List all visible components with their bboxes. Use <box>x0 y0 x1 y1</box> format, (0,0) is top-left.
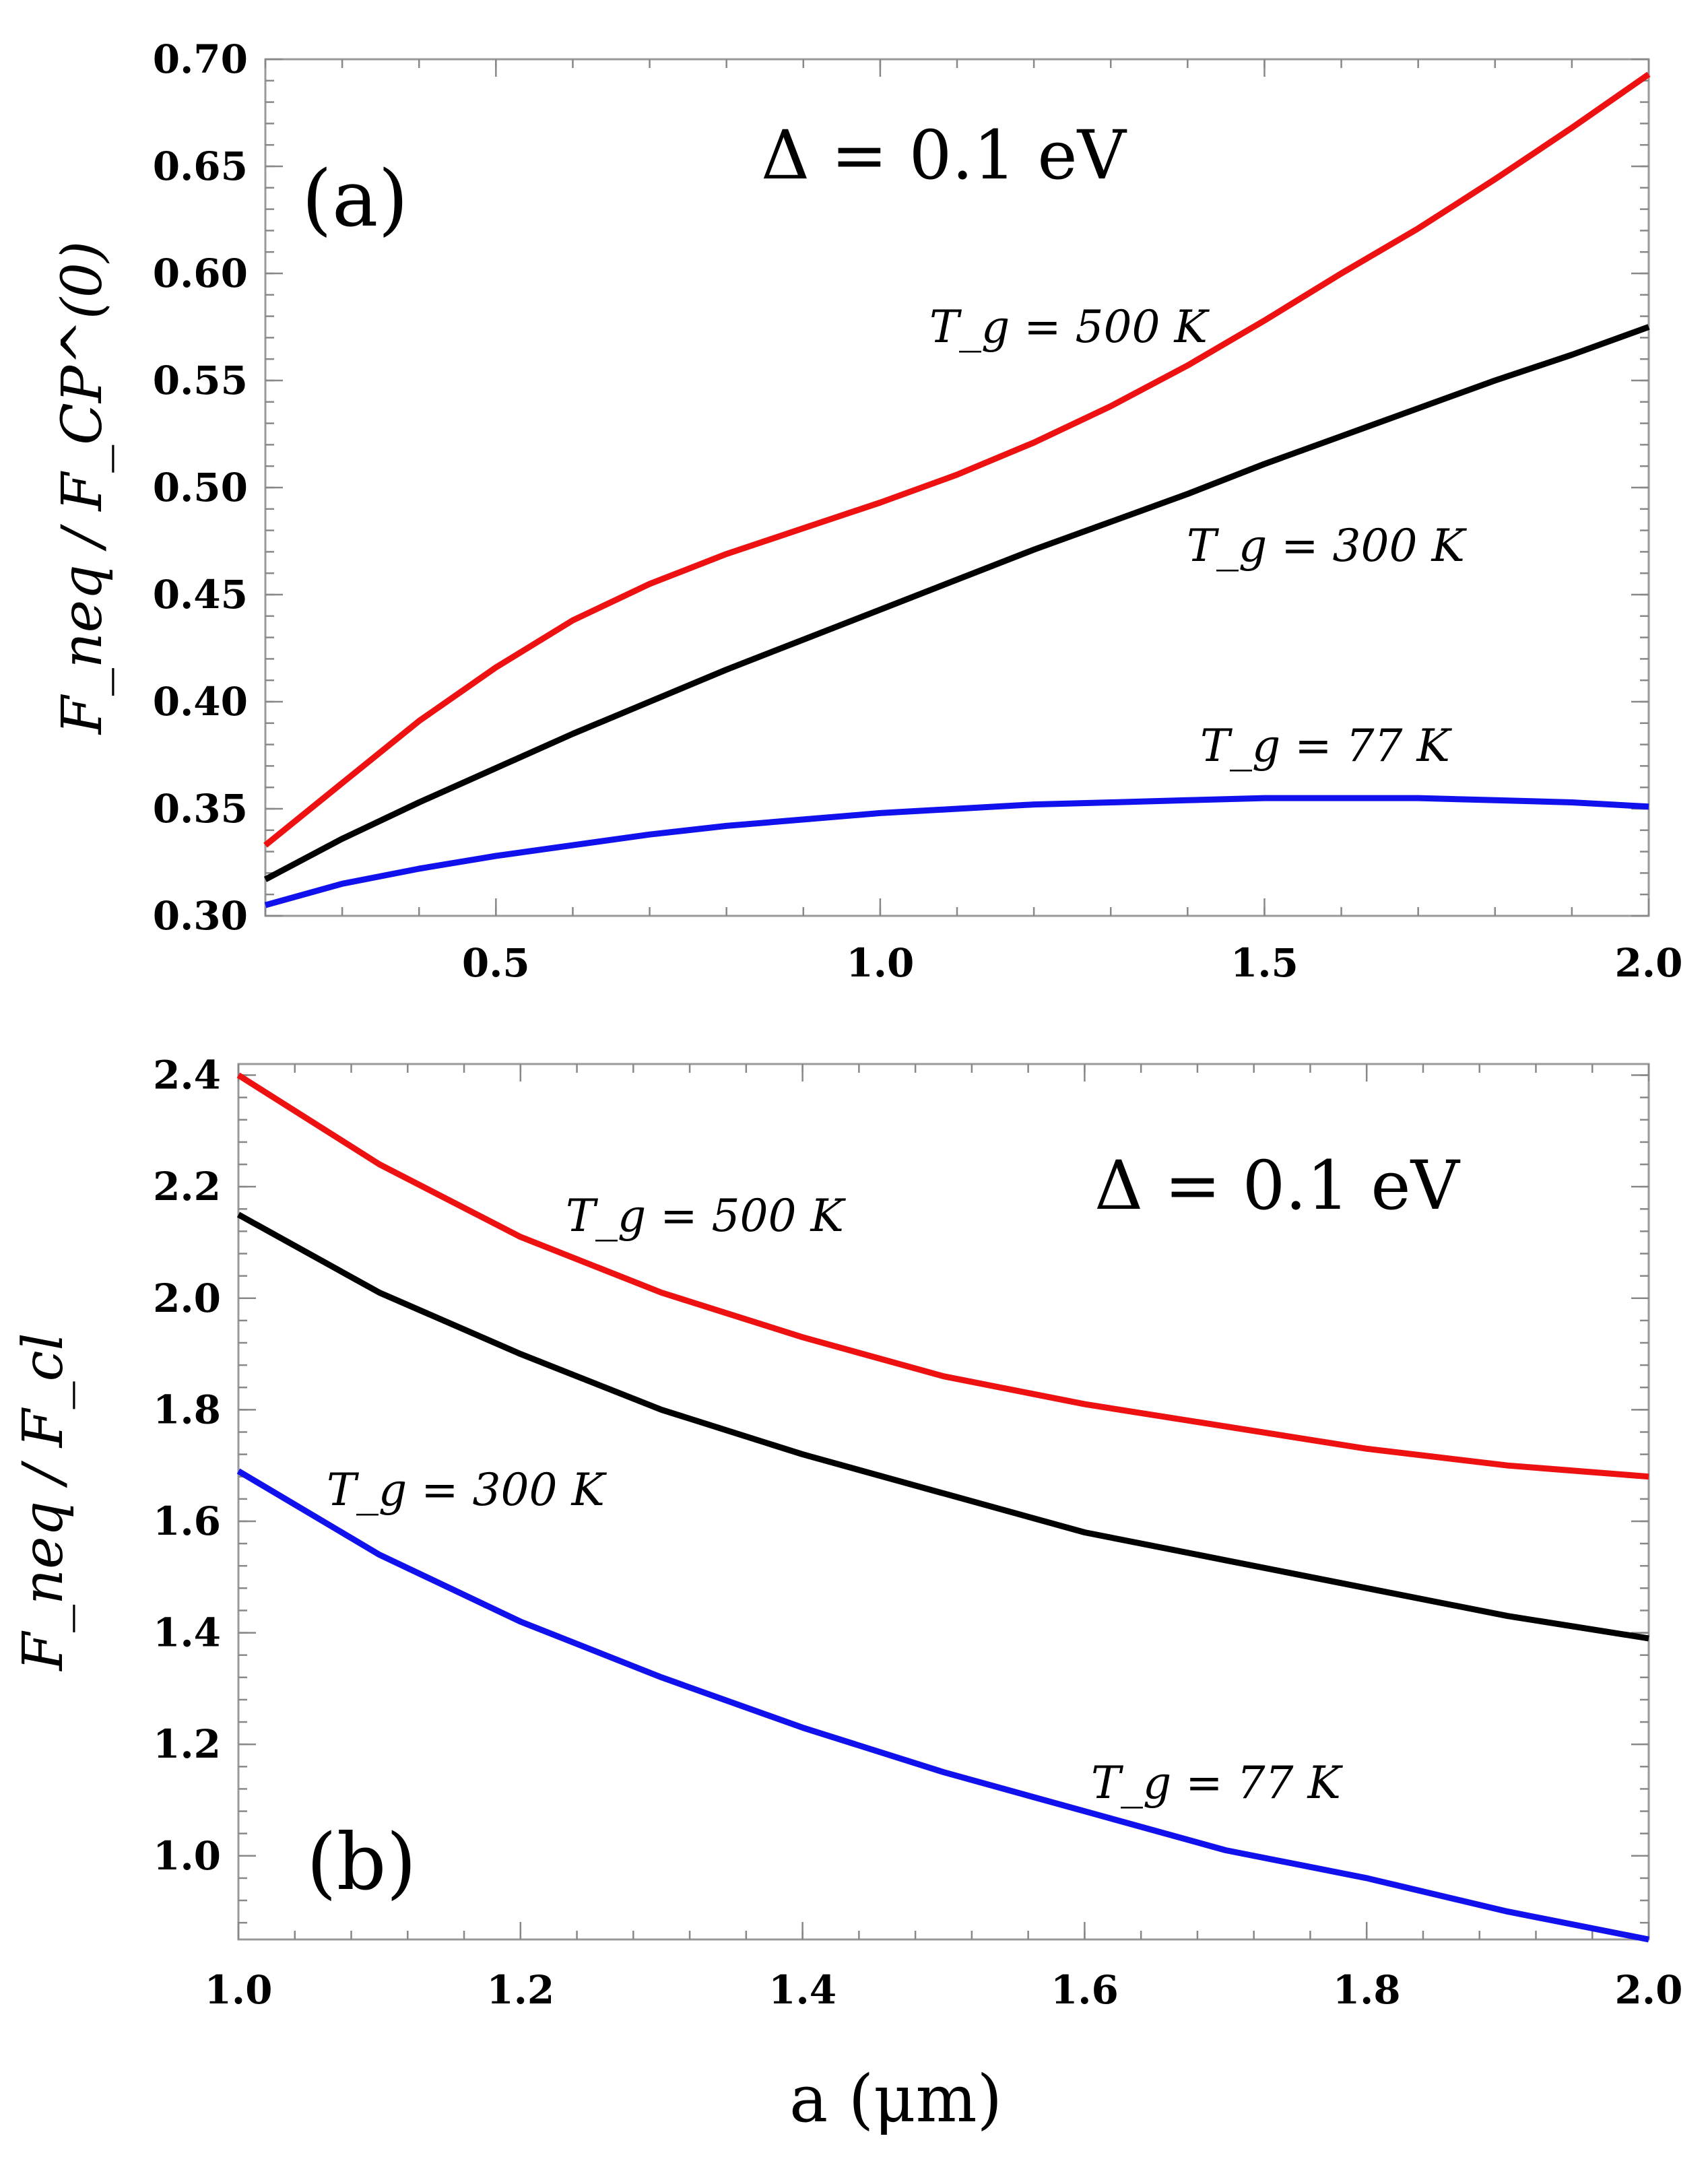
panel-a-ytick-label: 0.60 <box>153 251 248 296</box>
x-axis-label: a (μm) <box>789 2061 1002 2137</box>
panel-b-ytick-label: 1.6 <box>153 1498 221 1544</box>
panel-b: 1.0 1.2 1.4 1.6 1.8 2.0 1.0 1.2 1.4 1.6 1.8 2.0 2.2 2… <box>11 1053 1682 2013</box>
panel-b-y-axis-label: F_neq / F_cl <box>11 1333 75 1672</box>
panel-b-ytick-label: 2.2 <box>153 1164 221 1209</box>
panel-a-label: (a) <box>302 154 408 244</box>
panel-a-ytick-label: 0.45 <box>153 572 248 618</box>
panel-b-label-77k: T_g = 77 K <box>1091 1757 1343 1809</box>
panel-b-xtick-label: 1.4 <box>768 1967 836 2013</box>
panel-a-label-500k: T_g = 500 K <box>929 301 1210 353</box>
panel-a-delta-annotation: Δ = 0.1 eV <box>761 116 1127 195</box>
panel-b-delta-annotation: Δ = 0.1 eV <box>1094 1146 1461 1225</box>
panel-b-ytick-label: 1.8 <box>153 1387 221 1432</box>
panel-a-series-500k-line <box>263 71 1651 848</box>
panel-a-label-300k: T_g = 300 K <box>1187 520 1467 572</box>
panel-a-xtick-label: 2.0 <box>1615 940 1683 986</box>
panel-b-ytick-label: 1.4 <box>153 1610 221 1656</box>
panel-b-series-300k-line <box>236 1211 1649 1642</box>
panel-b-xtick-label: 2.0 <box>1615 1967 1683 2013</box>
panel-a-ytick-label: 0.40 <box>153 679 248 725</box>
panel-b-label: (b) <box>306 1818 416 1908</box>
panel-b-ticks: 1.0 1.2 1.4 1.6 1.8 2.0 1.0 1.2 1.4 1.6 1.8 2.0 2.2 2… <box>153 1053 1682 2013</box>
panel-a-ticks: 0.5 1.0 1.5 2.0 0.30 0.35 0.40 0.45 0.50 0.55 0.60… <box>153 36 1683 986</box>
panel-b-series-77k-line <box>236 1468 1649 1943</box>
panel-b-xtick-label: 1.0 <box>205 1967 273 2013</box>
panel-a-series-300k-line <box>263 324 1650 882</box>
panel-b-ytick-label: 1.0 <box>153 1833 221 1879</box>
panel-b-xtick-label: 1.8 <box>1333 1967 1401 2013</box>
panel-b-ytick-label: 1.2 <box>153 1721 221 1767</box>
panel-a-xtick-label: 0.5 <box>462 940 530 986</box>
panel-a-ytick-label: 0.50 <box>153 465 248 510</box>
panel-a-xtick-label: 1.5 <box>1230 940 1299 986</box>
panel-a: 0.5 1.0 1.5 2.0 0.30 0.35 0.40 0.45 0.50 0.55 0.60… <box>51 36 1682 986</box>
panel-b-ytick-label: 2.4 <box>153 1053 221 1098</box>
panel-b-series-500k-line <box>236 1072 1649 1480</box>
panel-b-xtick-label: 1.6 <box>1051 1967 1119 2013</box>
panel-a-ytick-label: 0.55 <box>153 358 248 403</box>
panel-b-ytick-label: 2.0 <box>153 1275 221 1321</box>
panel-a-ytick-label: 0.35 <box>153 786 248 832</box>
panel-a-series-77k-line <box>264 795 1649 908</box>
panel-a-ytick-label: 0.65 <box>153 143 248 189</box>
panel-a-ytick-label: 0.70 <box>153 36 248 82</box>
panel-b-series <box>236 1072 1649 1943</box>
panel-b-label-300k: T_g = 300 K <box>327 1464 607 1516</box>
panel-a-series <box>263 71 1651 908</box>
panel-b-label-500k: T_g = 500 K <box>566 1190 846 1242</box>
panel-b-xtick-label: 1.2 <box>486 1967 554 2013</box>
panel-a-ytick-label: 0.30 <box>153 893 248 939</box>
panel-a-label-77k: T_g = 77 K <box>1200 720 1452 772</box>
panel-a-xtick-label: 1.0 <box>846 940 914 986</box>
panel-a-y-axis-label: F_neq / F_CP^(0) <box>51 241 114 735</box>
panel-b-frame <box>237 1063 1650 1941</box>
